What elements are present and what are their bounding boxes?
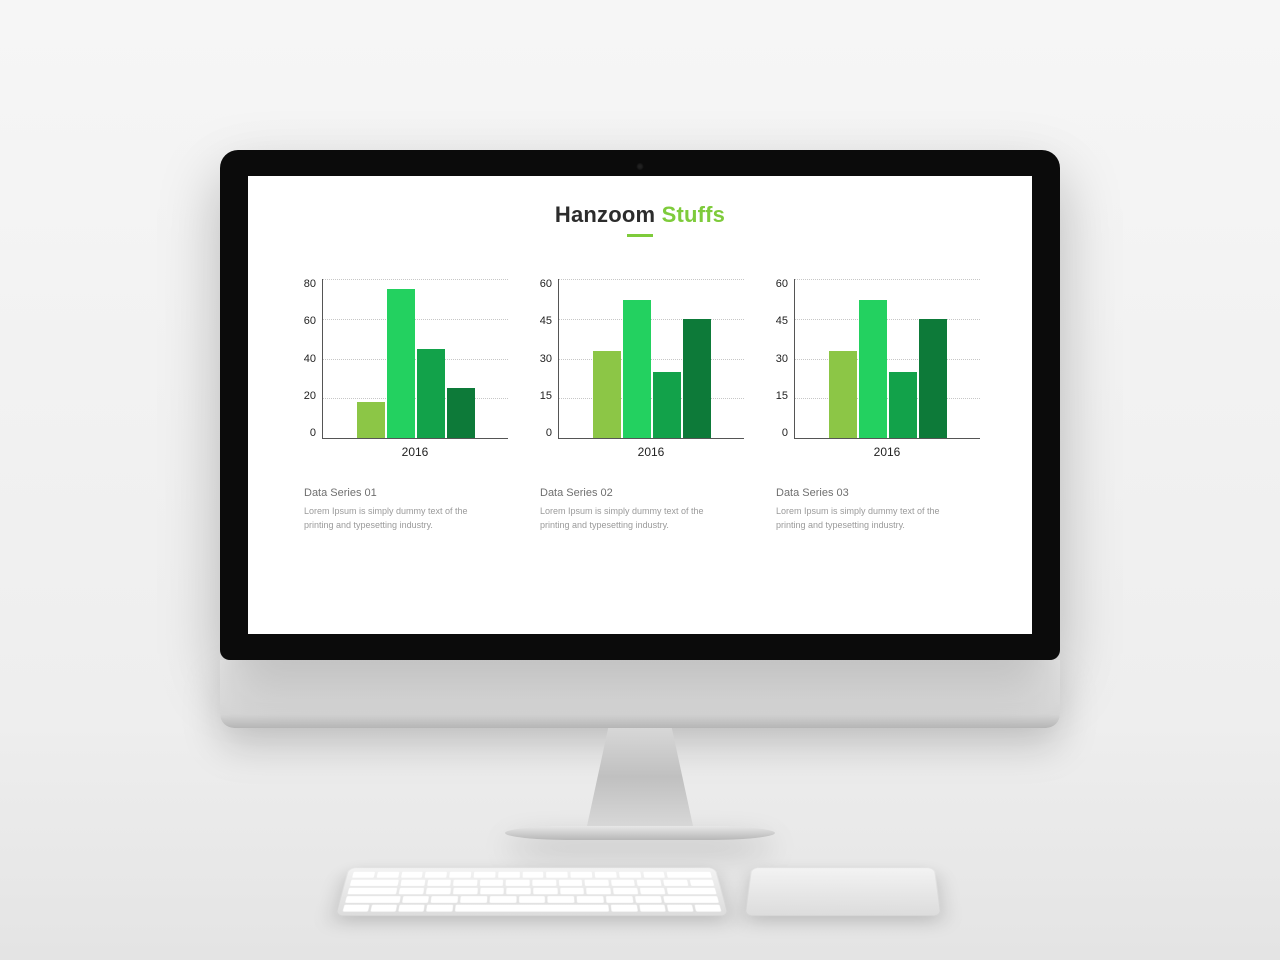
y-tick: 80 xyxy=(300,279,316,290)
x-axis-label: 2016 xyxy=(322,445,508,459)
bar xyxy=(593,351,621,438)
charts-row: 80 60 40 20 0 2016 Data Series 01 Lorem Ipsum i… xyxy=(278,279,1002,533)
desc-title: Data Series 03 xyxy=(776,487,976,499)
chart-description: Data Series 02 Lorem Ipsum is simply dumm… xyxy=(536,487,744,533)
y-tick: 15 xyxy=(772,391,788,402)
monitor-bezel: Hanzoom Stuffs 80 60 40 20 0 2016 Data Series … xyxy=(220,150,1060,660)
bar xyxy=(683,319,711,438)
y-tick: 0 xyxy=(536,428,552,439)
y-tick: 45 xyxy=(772,316,788,327)
desc-body: Lorem Ipsum is simply dummy text of the … xyxy=(540,505,710,533)
desk-items xyxy=(290,856,990,926)
slide-title: Hanzoom Stuffs xyxy=(278,202,1002,228)
chart-1: 80 60 40 20 0 xyxy=(300,279,508,439)
chart-description: Data Series 03 Lorem Ipsum is simply dumm… xyxy=(772,487,980,533)
chart-description: Data Series 01 Lorem Ipsum is simply dumm… xyxy=(300,487,508,533)
keyboard xyxy=(335,868,729,917)
title-word-2: Stuffs xyxy=(662,202,726,227)
monitor-mockup: Hanzoom Stuffs 80 60 40 20 0 2016 Data Series … xyxy=(220,150,1060,840)
monitor-stand-neck xyxy=(587,728,693,826)
bar xyxy=(447,388,475,438)
monitor-stand-foot xyxy=(505,826,775,840)
bar xyxy=(919,319,947,438)
bar xyxy=(417,349,445,438)
y-axis-labels: 60 45 30 15 0 xyxy=(536,279,558,439)
bar xyxy=(829,351,857,438)
y-tick: 30 xyxy=(536,354,552,365)
chart-block-3: 60 45 30 15 0 2016 Data Series 03 Lorem Ipsum i… xyxy=(772,279,980,533)
plot-area xyxy=(794,279,980,439)
y-axis-labels: 80 60 40 20 0 xyxy=(300,279,322,439)
screen: Hanzoom Stuffs 80 60 40 20 0 2016 Data Series … xyxy=(248,176,1032,634)
x-axis-label: 2016 xyxy=(558,445,744,459)
y-axis-labels: 60 45 30 15 0 xyxy=(772,279,794,439)
chart-block-1: 80 60 40 20 0 2016 Data Series 01 Lorem Ipsum i… xyxy=(300,279,508,533)
y-tick: 60 xyxy=(300,316,316,327)
desc-body: Lorem Ipsum is simply dummy text of the … xyxy=(776,505,946,533)
y-tick: 0 xyxy=(772,428,788,439)
bar xyxy=(623,300,651,438)
chart-2: 60 45 30 15 0 xyxy=(536,279,744,439)
x-axis-label: 2016 xyxy=(794,445,980,459)
plot-area xyxy=(322,279,508,439)
y-tick: 45 xyxy=(536,316,552,327)
title-word-1: Hanzoom xyxy=(555,202,655,227)
desc-body: Lorem Ipsum is simply dummy text of the … xyxy=(304,505,474,533)
y-tick: 15 xyxy=(536,391,552,402)
y-tick: 0 xyxy=(300,428,316,439)
y-tick: 60 xyxy=(772,279,788,290)
bar xyxy=(357,402,385,438)
title-underline xyxy=(627,234,653,237)
bar xyxy=(859,300,887,438)
y-tick: 30 xyxy=(772,354,788,365)
desc-title: Data Series 02 xyxy=(540,487,740,499)
slide-content: Hanzoom Stuffs 80 60 40 20 0 2016 Data Series … xyxy=(248,176,1032,634)
chart-block-2: 60 45 30 15 0 2016 Data Series 02 Lorem Ipsum i… xyxy=(536,279,744,533)
camera-dot xyxy=(637,163,644,170)
bar xyxy=(653,372,681,438)
plot-area xyxy=(558,279,744,439)
bar xyxy=(387,289,415,438)
chart-3: 60 45 30 15 0 xyxy=(772,279,980,439)
bars-group xyxy=(559,279,744,438)
trackpad xyxy=(744,868,941,917)
monitor-chin xyxy=(220,660,1060,728)
y-tick: 40 xyxy=(300,354,316,365)
y-tick: 20 xyxy=(300,391,316,402)
desc-title: Data Series 01 xyxy=(304,487,504,499)
bars-group xyxy=(795,279,980,438)
y-tick: 60 xyxy=(536,279,552,290)
bars-group xyxy=(323,279,508,438)
bar xyxy=(889,372,917,438)
